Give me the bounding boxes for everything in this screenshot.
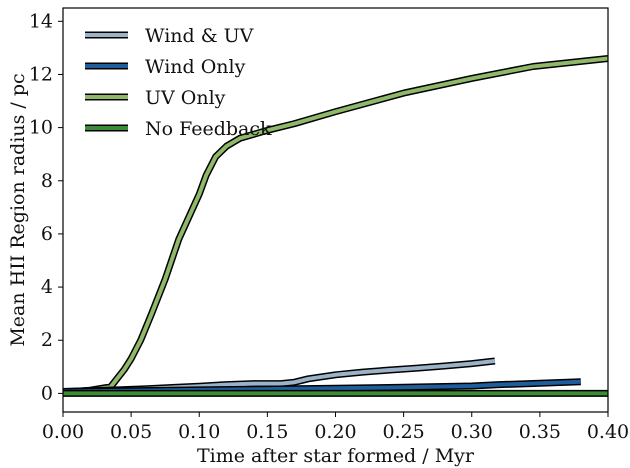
- x-tick-label: 0.35: [519, 421, 561, 443]
- x-tick-label: 0.15: [246, 421, 288, 443]
- y-tick-label: 10: [29, 117, 53, 139]
- y-tick-label: 8: [41, 170, 53, 192]
- x-axis-title: Time after star formed / Myr: [197, 445, 475, 467]
- legend-item-no-feedback: No Feedback: [85, 118, 272, 140]
- y-tick-label: 12: [29, 63, 53, 85]
- x-tick-label: 0.00: [42, 421, 84, 443]
- x-tick-label: 0.40: [587, 421, 629, 443]
- x-tick-label: 0.20: [314, 421, 356, 443]
- y-tick-label: 0: [41, 382, 53, 404]
- series-layer: [62, 55, 609, 397]
- x-tick-label: 0.25: [382, 421, 424, 443]
- x-tick-label: 0.30: [451, 421, 493, 443]
- legend-item-uv-only: UV Only: [85, 87, 226, 109]
- ticks-layer: 0.00 0.05 0.10 0.15 0.20 0.25 0.30 0.35 0.40 0 2 4 6…: [29, 10, 629, 443]
- legend: Wind & UV Wind Only UV Only No Feedback: [85, 25, 272, 140]
- y-tick-label: 4: [41, 276, 53, 298]
- y-tick-label: 14: [29, 10, 53, 32]
- series-line-uv-only: [62, 56, 609, 395]
- y-tick-label: 2: [41, 329, 53, 351]
- legend-item-wind-only: Wind Only: [85, 56, 246, 78]
- legend-label: Wind Only: [145, 56, 246, 78]
- legend-label: UV Only: [145, 87, 226, 109]
- x-tick-label: 0.10: [178, 421, 220, 443]
- legend-label: Wind & UV: [145, 25, 254, 47]
- x-tick-label: 0.05: [110, 421, 152, 443]
- y-tick-label: 6: [41, 223, 53, 245]
- legend-item-wind-uv: Wind & UV: [85, 25, 254, 47]
- y-axis-title: Mean HII Region radius / pc: [7, 73, 29, 346]
- legend-label: No Feedback: [145, 118, 272, 140]
